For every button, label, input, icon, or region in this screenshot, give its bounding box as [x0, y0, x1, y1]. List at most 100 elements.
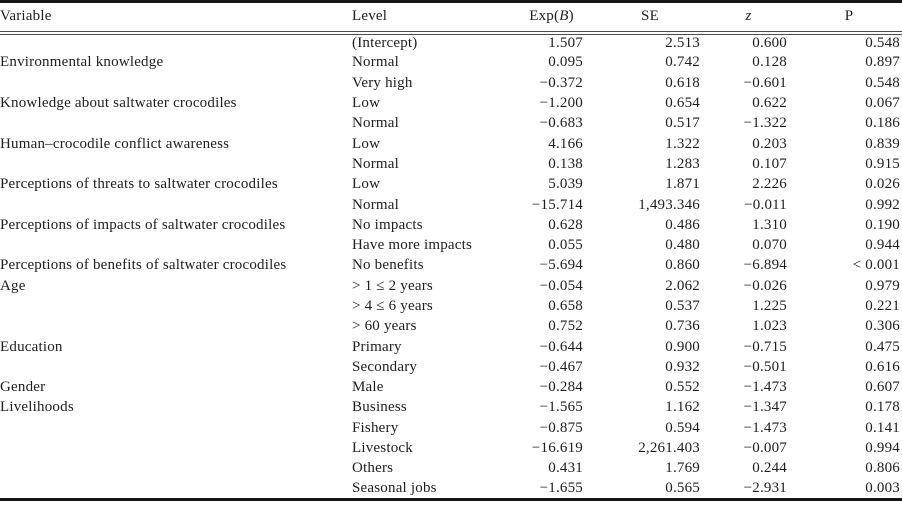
cell-se: 2.062 [665, 277, 700, 294]
cell-p: 0.839 [865, 135, 900, 152]
cell-z: −0.601 [743, 74, 787, 91]
table-row: Human–crocodile conflict awareness Low 4… [0, 134, 902, 154]
cell-expb: −0.644 [539, 338, 583, 355]
cell-variable: Perceptions of threats to saltwater croc… [0, 176, 278, 193]
cell-expb: 0.431 [548, 460, 583, 477]
cell-se: 0.480 [665, 237, 700, 254]
cell-z: 2.226 [752, 176, 787, 193]
cell-p: 0.178 [865, 399, 900, 416]
table-row: Secondary −0.467 0.932 −0.501 0.616 [0, 357, 902, 377]
cell-p: 0.475 [865, 338, 900, 355]
cell-level: Normal [352, 115, 400, 132]
cell-level: Primary [352, 338, 402, 355]
cell-p: 0.548 [865, 35, 900, 52]
cell-se: 1.283 [665, 155, 700, 172]
cell-z: 1.310 [752, 216, 787, 233]
cell-se: 0.486 [665, 216, 700, 233]
cell-se: 0.537 [665, 298, 700, 314]
cell-variable [0, 438, 352, 458]
table-row: Knowledge about saltwater crocodiles Low… [0, 93, 902, 113]
cell-p: 0.992 [865, 196, 900, 213]
cell-expb: 4.166 [548, 135, 583, 152]
header-level: Level [352, 1, 520, 35]
cell-se: 2,261.403 [638, 440, 700, 457]
header-expb-prefix: Exp( [529, 8, 560, 25]
table-row: Livestock −16.619 2,261.403 −0.007 0.994 [0, 438, 902, 458]
cell-z: −0.715 [743, 338, 787, 355]
cell-level: No benefits [352, 257, 424, 274]
cell-z: 0.244 [752, 460, 787, 477]
cell-se: 1.871 [665, 176, 700, 193]
cell-p: 0.607 [865, 379, 900, 396]
table-row: Perceptions of threats to saltwater croc… [0, 175, 902, 195]
cell-p: 0.306 [865, 318, 900, 335]
cell-level: Livestock [352, 440, 413, 457]
cell-expb: −0.467 [539, 358, 583, 375]
cell-z: 0.128 [752, 54, 787, 71]
cell-variable: Livelihoods [0, 399, 74, 416]
cell-level: Normal [352, 155, 400, 172]
cell-expb: 0.095 [548, 54, 583, 71]
cell-se: 0.654 [665, 95, 700, 112]
table-row: Environmental knowledge Normal 0.095 0.7… [0, 53, 902, 73]
cell-z: −1.322 [743, 115, 787, 132]
table-row: Normal −0.683 0.517 −1.322 0.186 [0, 114, 902, 134]
cell-expb: 0.628 [548, 216, 583, 233]
cell-level: Normal [352, 54, 400, 71]
cell-level: Very high [352, 74, 413, 91]
cell-expb: 0.138 [548, 155, 583, 172]
cell-se: 0.618 [665, 74, 700, 91]
header-expb-b: B [559, 8, 569, 25]
cell-se: 0.736 [665, 318, 700, 335]
table-row: Perceptions of impacts of saltwater croc… [0, 215, 902, 235]
header-se: SE [600, 1, 710, 35]
cell-level: (Intercept) [352, 35, 418, 52]
cell-p: 0.003 [865, 479, 900, 496]
header-expb: Exp(B) [520, 1, 600, 35]
cell-expb: −1.200 [539, 95, 583, 112]
cell-z: −1.473 [743, 379, 787, 396]
cell-p: 0.186 [865, 115, 900, 132]
table-row: Gender Male −0.284 0.552 −1.473 0.607 [0, 378, 902, 398]
table-row: Have more impacts 0.055 0.480 0.070 0.94… [0, 235, 902, 255]
cell-p: 0.979 [865, 277, 900, 294]
table-row: > 4 ≤ 6 years 0.658 0.537 1.225 0.221 [0, 296, 902, 316]
cell-variable [0, 296, 352, 316]
cell-se: 0.742 [665, 54, 700, 71]
table-row: Age > 1 ≤ 2 years −0.054 2.062 −0.026 0.… [0, 276, 902, 296]
cell-z: 1.225 [752, 298, 787, 314]
cell-expb: −0.372 [539, 74, 583, 91]
cell-p: 0.141 [865, 419, 900, 436]
cell-expb: −1.565 [539, 399, 583, 416]
cell-level: > 1 ≤ 2 years [352, 277, 433, 294]
cell-z: −0.007 [743, 440, 787, 457]
cell-z: −0.501 [743, 358, 787, 375]
cell-level: Secondary [352, 358, 418, 375]
table-row: Very high −0.372 0.618 −0.601 0.548 [0, 73, 902, 93]
cell-variable [0, 195, 352, 215]
cell-variable: Education [0, 338, 63, 355]
table-row: > 60 years 0.752 0.736 1.023 0.306 [0, 317, 902, 337]
cell-z: 0.600 [752, 35, 787, 52]
cell-se: 0.565 [665, 479, 700, 496]
cell-variable: Perceptions of impacts of saltwater croc… [0, 216, 286, 233]
cell-se: 0.932 [665, 358, 700, 375]
header-variable: Variable [0, 1, 352, 35]
cell-expb: 0.055 [548, 237, 583, 254]
table-row: Others 0.431 1.769 0.244 0.806 [0, 459, 902, 479]
cell-level: Male [352, 379, 384, 396]
cell-se: 0.594 [665, 419, 700, 436]
cell-variable [0, 114, 352, 134]
cell-se: 1.162 [665, 399, 700, 416]
cell-level: > 60 years [352, 318, 417, 335]
cell-variable [0, 73, 352, 93]
cell-expb: 1.507 [548, 35, 583, 52]
cell-p: 0.616 [865, 358, 900, 375]
cell-variable [0, 418, 352, 438]
cell-expb: −5.694 [539, 257, 583, 274]
cell-variable: Knowledge about saltwater crocodiles [0, 95, 237, 112]
cell-z: 1.023 [752, 318, 787, 335]
cell-expb: 5.039 [548, 176, 583, 193]
cell-se: 0.900 [665, 338, 700, 355]
